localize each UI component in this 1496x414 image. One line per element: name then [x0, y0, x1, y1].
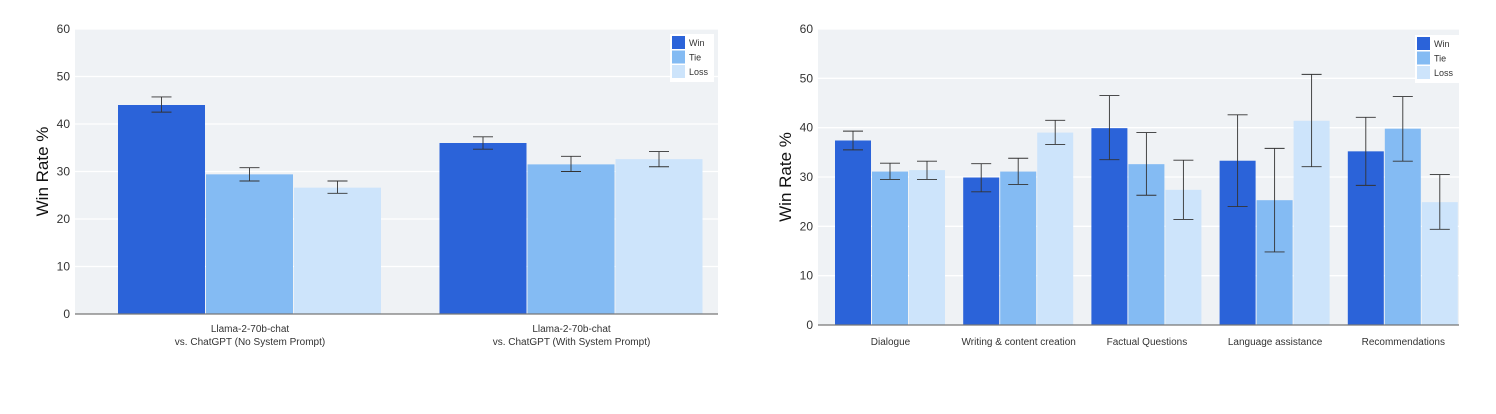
- x-tick-label: Language assistance: [1228, 337, 1323, 348]
- x-tick-label: Llama-2-70b-chat: [211, 324, 290, 335]
- y-tick-label: 40: [57, 117, 71, 131]
- bar-win: [1091, 128, 1128, 325]
- y-tick-label: 60: [800, 22, 814, 36]
- y-tick-label: 0: [63, 307, 70, 321]
- bar-loss: [615, 159, 703, 314]
- legend-label: Win: [689, 38, 705, 48]
- bar-win: [963, 177, 1000, 325]
- y-tick-label: 60: [57, 22, 71, 36]
- y-tick-label: 20: [57, 212, 71, 226]
- legend-label: Win: [1434, 39, 1450, 49]
- legend-label: Loss: [1434, 68, 1454, 78]
- bar-tie: [206, 174, 293, 314]
- y-axis-title: Win Rate %: [33, 127, 52, 217]
- x-tick-label: Dialogue: [871, 337, 911, 348]
- bar-win: [835, 140, 871, 325]
- y-tick-label: 10: [800, 269, 814, 283]
- legend-swatch-tie: [1417, 51, 1430, 65]
- x-tick-label: Writing & content creation: [962, 337, 1076, 348]
- bar-tie: [1000, 171, 1037, 325]
- x-tick-label: Llama-2-70b-chat: [532, 324, 611, 335]
- y-tick-label: 10: [57, 260, 71, 274]
- y-tick-label: 30: [800, 170, 814, 184]
- x-tick-label: vs. ChatGPT (With System Prompt): [493, 337, 651, 348]
- bar-win: [118, 105, 205, 314]
- bar-loss: [909, 170, 945, 325]
- y-tick-label: 30: [57, 165, 71, 179]
- y-tick-label: 40: [800, 121, 814, 135]
- y-tick-label: 20: [800, 219, 814, 233]
- legend-label: Tie: [1434, 54, 1446, 64]
- bar-tie: [527, 164, 615, 314]
- x-tick-label: Factual Questions: [1107, 337, 1188, 348]
- legend-swatch-win: [672, 36, 685, 49]
- legend-swatch-loss: [672, 65, 685, 78]
- legend-swatch-tie: [672, 50, 685, 64]
- x-tick-label: vs. ChatGPT (No System Prompt): [175, 337, 325, 348]
- legend-swatch-win: [1417, 37, 1430, 50]
- x-tick-label: Recommendations: [1362, 337, 1445, 348]
- bar-chart-overall: 0 10 20 30 40 50 60 Win Rate % Llama-2-70b-chat v…: [33, 22, 718, 348]
- y-tick-label: 0: [806, 318, 813, 332]
- bar-loss: [1037, 132, 1074, 325]
- legend-label: Tie: [689, 53, 701, 63]
- legend-label: Loss: [689, 67, 709, 77]
- bar-tie: [872, 171, 908, 325]
- y-axis-title: Win Rate %: [776, 132, 795, 222]
- bar-loss: [294, 187, 381, 314]
- y-tick-label: 50: [57, 70, 71, 84]
- y-tick-label: 50: [800, 71, 814, 85]
- bar-win: [439, 143, 527, 314]
- legend-swatch-loss: [1417, 66, 1430, 79]
- bar-chart-by-category: 0 10 20 30 40 50 60 Win Rate % Dialogue Writing &…: [776, 22, 1459, 348]
